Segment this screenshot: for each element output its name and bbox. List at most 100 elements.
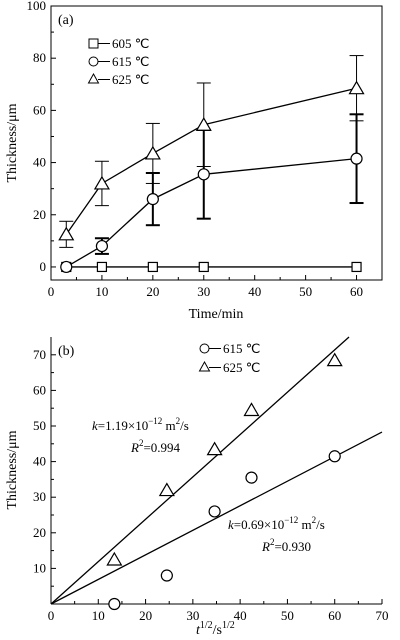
x-label-sup2: 1/2 [222,620,235,631]
k-exponent: −12 [148,416,162,426]
series-line-triangle [65,87,357,235]
data-point-triangle [243,402,260,417]
legend-label: 615 ℃ [223,341,260,356]
annotation-615-fit: k=0.69×10−12 m2/s R2=0.930 [228,515,325,554]
series-line-circle [65,158,357,268]
data-point-triangle [348,80,365,95]
data-point-triangle [58,226,75,241]
y-tick-label: 100 [27,0,47,13]
legend-item-625: 625 ℃ [87,72,149,87]
panel-b-ticks: 0 10 20 30 40 50 60 70 10 20 30 40 50 60 70 [33,347,389,623]
x-tick-label: 10 [92,608,105,623]
panel-a-x-axis-label: Time/min [189,307,244,322]
legend-item-615: 615 ℃ [88,54,149,69]
r-exponent: 2 [270,537,275,547]
k-unit-tail: /s [180,418,189,433]
k-unit-tail: /s [316,517,325,532]
y-tick-label: 20 [33,525,46,540]
data-point-triangle [158,482,175,497]
data-point-square [198,261,209,273]
legend-triangle-marker [87,72,100,84]
y-tick-label: 80 [33,50,46,65]
legend-label: 625 ℃ [223,360,260,375]
panel-b-data [50,336,383,611]
annotation-r2-625: R2=0.994 [130,438,181,455]
x-tick-label: 0 [48,284,55,299]
k-value: =1.19×10 [98,418,148,433]
x-tick-label: 60 [350,284,363,299]
legend-label: 605 ℃ [112,36,149,51]
x-tick-label: 70 [376,608,389,623]
fit-line-circle [50,431,383,605]
y-tick-label: 30 [33,489,46,504]
k-exponent: −12 [284,515,298,525]
annotation-k-625: k=1.19×10−12 m2/s [92,416,189,433]
x-label-mid: /s [213,623,222,638]
panel-a-label: (a) [58,13,74,28]
x-tick-label: 30 [197,284,210,299]
k-symbol: k [228,517,234,532]
data-point-square [147,261,158,273]
k-unit-exponent: 2 [176,416,181,426]
y-tick-label: 40 [33,454,46,469]
r-value: =0.994 [143,440,180,455]
y-tick-label: 70 [33,347,46,362]
legend-circle-marker [199,343,210,354]
data-point-circle [197,168,210,181]
r-value: =0.930 [274,539,311,554]
x-label-t: t [196,623,201,638]
y-tick-label: 10 [33,560,46,575]
annotation-k-615: k=0.69×10−12 m2/s [228,515,325,532]
panel-a-plot-frame [50,5,383,281]
data-point-circle [60,260,73,274]
legend-circle-marker [88,56,99,67]
x-tick-label: 30 [186,608,199,623]
r-symbol: R [130,440,139,455]
x-label-sup1: 1/2 [200,620,213,631]
panel-a-legend: 605 ℃ 615 ℃ 625 ℃ [87,36,149,87]
k-symbol: k [92,418,98,433]
k-unit: m [298,517,311,532]
x-tick-label: 20 [139,608,152,623]
data-point-triangle [326,352,343,367]
legend-item-615: 615 ℃ [199,341,260,356]
y-tick-label: 0 [40,259,47,274]
legend-item-625: 625 ℃ [198,360,260,375]
panel-b-x-axis-label: t1/2/s1/2 [196,620,235,638]
data-point-triangle [106,551,123,566]
data-point-circle [160,569,173,582]
panel-a-data [58,55,365,274]
annotation-r2-615: R2=0.930 [261,537,311,554]
data-point-circle [146,193,159,206]
x-tick-label: 10 [95,284,108,299]
legend-label: 615 ℃ [112,54,149,69]
data-point-triangle [144,145,161,160]
data-point-circle [208,505,221,518]
x-tick-label: 50 [299,284,312,299]
panel-b-label: (b) [58,344,75,359]
data-point-circle [328,450,341,463]
r-exponent: 2 [139,438,144,448]
r-symbol: R [261,539,270,554]
data-point-circle [95,239,109,253]
y-tick-label: 60 [33,382,46,397]
legend-label: 625 ℃ [112,72,149,87]
legend-item-605: 605 ℃ [88,36,149,51]
panel-b-legend: 615 ℃ 625 ℃ [198,341,260,375]
x-tick-label: 50 [281,608,294,623]
k-value: =0.69×10 [234,517,284,532]
panel-a: (a) 0 10 20 30 40 50 60 0 20 40 60 80 100 Time/min T… [5,0,383,322]
data-point-square [96,261,108,273]
y-tick-label: 40 [33,155,46,170]
data-point-triangle [195,117,212,131]
k-unit: m [162,418,175,433]
data-point-circle [350,152,363,165]
x-tick-label: 0 [48,608,55,623]
legend-triangle-marker [198,360,211,372]
y-tick-label: 60 [33,102,46,117]
legend-square-marker [88,38,99,49]
x-tick-label: 60 [328,608,341,623]
x-tick-label: 20 [146,284,159,299]
